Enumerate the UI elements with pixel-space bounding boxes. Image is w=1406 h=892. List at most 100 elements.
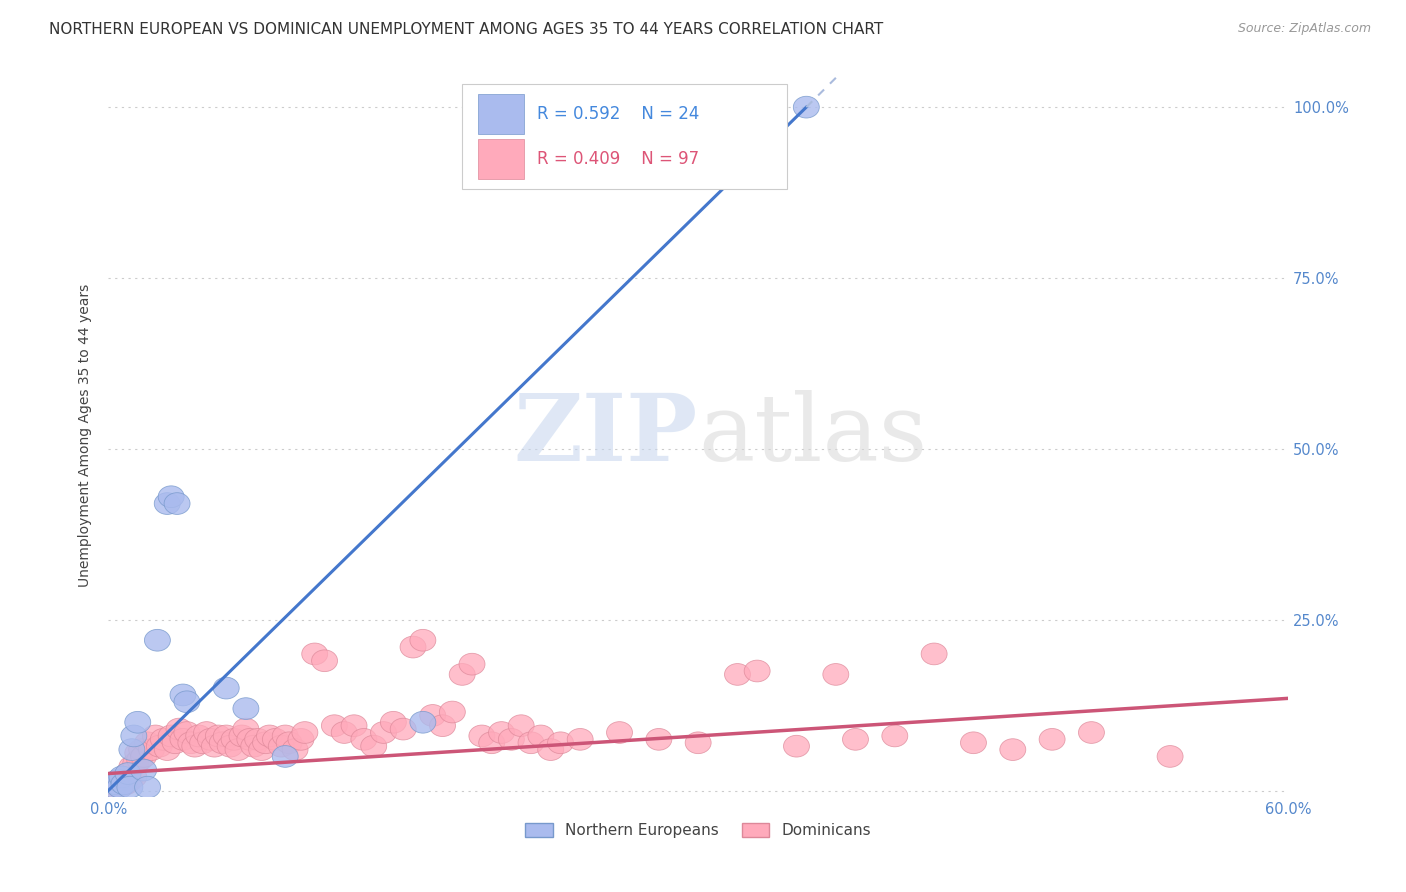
FancyBboxPatch shape xyxy=(463,84,786,189)
Ellipse shape xyxy=(170,684,195,706)
Ellipse shape xyxy=(458,653,485,675)
Ellipse shape xyxy=(105,770,131,791)
Ellipse shape xyxy=(468,725,495,747)
Ellipse shape xyxy=(107,770,134,791)
Ellipse shape xyxy=(1157,746,1182,767)
Ellipse shape xyxy=(245,729,271,750)
Ellipse shape xyxy=(783,735,810,757)
Ellipse shape xyxy=(120,756,145,778)
Ellipse shape xyxy=(177,732,204,754)
Ellipse shape xyxy=(125,712,150,733)
Ellipse shape xyxy=(101,776,127,798)
Ellipse shape xyxy=(125,742,150,764)
Ellipse shape xyxy=(288,729,314,750)
Ellipse shape xyxy=(166,718,193,740)
Ellipse shape xyxy=(411,712,436,733)
Ellipse shape xyxy=(312,650,337,672)
Ellipse shape xyxy=(537,739,564,761)
Ellipse shape xyxy=(645,729,672,750)
Ellipse shape xyxy=(117,776,143,798)
FancyBboxPatch shape xyxy=(478,94,523,134)
Ellipse shape xyxy=(685,732,711,754)
Ellipse shape xyxy=(112,772,139,795)
Ellipse shape xyxy=(240,735,267,757)
Ellipse shape xyxy=(121,766,146,788)
FancyBboxPatch shape xyxy=(478,139,523,179)
Ellipse shape xyxy=(381,712,406,733)
Ellipse shape xyxy=(401,636,426,658)
Ellipse shape xyxy=(292,722,318,743)
Ellipse shape xyxy=(120,739,145,761)
Ellipse shape xyxy=(283,739,308,761)
Ellipse shape xyxy=(170,729,195,750)
Ellipse shape xyxy=(159,725,184,747)
Ellipse shape xyxy=(342,714,367,737)
Ellipse shape xyxy=(165,492,190,515)
Ellipse shape xyxy=(209,732,235,754)
Ellipse shape xyxy=(498,729,524,750)
Ellipse shape xyxy=(139,739,165,761)
Ellipse shape xyxy=(253,732,278,754)
Ellipse shape xyxy=(488,722,515,743)
Ellipse shape xyxy=(111,772,136,795)
Ellipse shape xyxy=(430,714,456,737)
Ellipse shape xyxy=(225,739,252,761)
Ellipse shape xyxy=(110,774,135,796)
Ellipse shape xyxy=(361,735,387,757)
Ellipse shape xyxy=(117,770,143,791)
Ellipse shape xyxy=(411,630,436,651)
Ellipse shape xyxy=(842,729,869,750)
Ellipse shape xyxy=(115,763,141,784)
Ellipse shape xyxy=(420,705,446,726)
Ellipse shape xyxy=(103,772,129,795)
Ellipse shape xyxy=(129,739,155,761)
Ellipse shape xyxy=(269,735,294,757)
Ellipse shape xyxy=(146,735,173,757)
Ellipse shape xyxy=(214,725,239,747)
Ellipse shape xyxy=(194,722,219,743)
Ellipse shape xyxy=(236,729,263,750)
Ellipse shape xyxy=(103,774,129,796)
Ellipse shape xyxy=(107,776,134,798)
Ellipse shape xyxy=(121,725,146,747)
Ellipse shape xyxy=(201,735,228,757)
Ellipse shape xyxy=(256,725,283,747)
Text: ZIP: ZIP xyxy=(515,390,699,480)
Ellipse shape xyxy=(793,96,820,118)
Ellipse shape xyxy=(547,732,574,754)
Ellipse shape xyxy=(322,714,347,737)
Ellipse shape xyxy=(1078,722,1105,743)
Ellipse shape xyxy=(1000,739,1026,761)
Ellipse shape xyxy=(145,630,170,651)
Ellipse shape xyxy=(159,486,184,508)
Ellipse shape xyxy=(101,776,127,798)
Ellipse shape xyxy=(249,739,274,761)
Ellipse shape xyxy=(135,776,160,798)
Text: NORTHERN EUROPEAN VS DOMINICAN UNEMPLOYMENT AMONG AGES 35 TO 44 YEARS CORRELATIO: NORTHERN EUROPEAN VS DOMINICAN UNEMPLOYM… xyxy=(49,22,883,37)
Ellipse shape xyxy=(174,691,200,713)
Ellipse shape xyxy=(127,749,153,771)
Ellipse shape xyxy=(221,729,247,750)
Ellipse shape xyxy=(150,729,176,750)
Ellipse shape xyxy=(606,722,633,743)
Text: R = 0.409    N = 97: R = 0.409 N = 97 xyxy=(537,150,699,168)
Ellipse shape xyxy=(263,729,288,750)
Ellipse shape xyxy=(440,701,465,723)
Ellipse shape xyxy=(122,753,149,774)
Ellipse shape xyxy=(478,732,505,754)
Ellipse shape xyxy=(567,729,593,750)
Ellipse shape xyxy=(229,725,254,747)
Ellipse shape xyxy=(197,729,224,750)
Ellipse shape xyxy=(276,732,302,754)
Ellipse shape xyxy=(135,732,160,754)
Text: R = 0.592    N = 24: R = 0.592 N = 24 xyxy=(537,105,699,123)
Ellipse shape xyxy=(273,746,298,767)
Ellipse shape xyxy=(181,735,208,757)
Ellipse shape xyxy=(190,732,215,754)
Ellipse shape xyxy=(110,766,135,788)
Ellipse shape xyxy=(508,714,534,737)
Ellipse shape xyxy=(273,725,298,747)
Ellipse shape xyxy=(233,698,259,720)
Ellipse shape xyxy=(744,660,770,681)
Ellipse shape xyxy=(131,759,156,781)
